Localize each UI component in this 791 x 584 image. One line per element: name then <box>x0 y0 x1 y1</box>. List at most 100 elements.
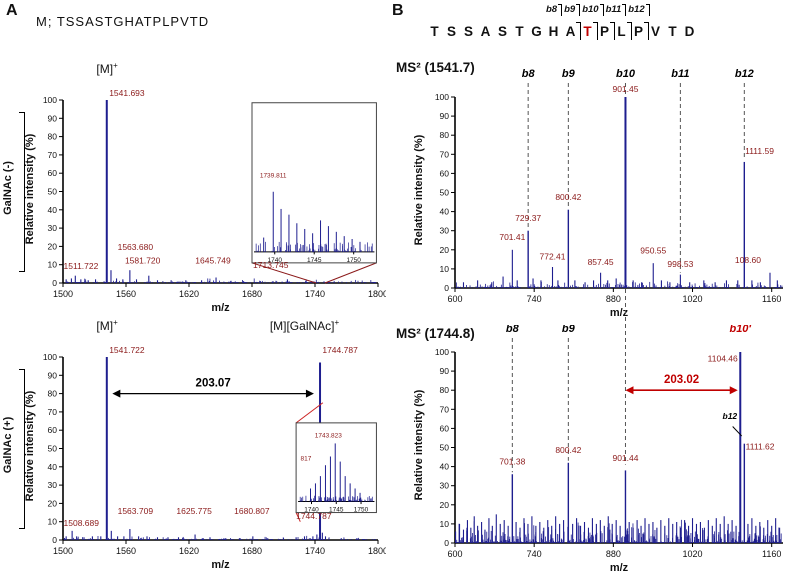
b-ion-bracket <box>622 4 627 16</box>
svg-text:60: 60 <box>440 168 450 178</box>
svg-text:90: 90 <box>48 113 58 123</box>
b-ion-label: b11 <box>605 4 622 15</box>
svg-text:10: 10 <box>440 519 450 529</box>
svg-text:40: 40 <box>48 462 58 472</box>
svg-text:10: 10 <box>48 517 58 527</box>
svg-text:80: 80 <box>48 132 58 142</box>
svg-text:100: 100 <box>43 95 57 105</box>
svg-text:20: 20 <box>440 500 450 510</box>
y-axis-label-a1: Relative intensity (%) <box>24 133 36 245</box>
b-ion-label: b10 <box>582 4 599 15</box>
svg-text:108.60: 108.60 <box>735 255 761 265</box>
svg-text:1744.787: 1744.787 <box>296 511 332 521</box>
svg-text:1750: 1750 <box>346 257 361 264</box>
svg-text:30: 30 <box>48 480 58 490</box>
svg-text:880: 880 <box>606 294 621 304</box>
svg-text:701.41: 701.41 <box>499 232 525 242</box>
svg-text:1111.59: 1111.59 <box>745 146 774 156</box>
svg-text:10: 10 <box>48 260 58 270</box>
svg-text:b11: b11 <box>671 68 689 80</box>
sequence-residue: T <box>430 24 439 39</box>
svg-text:203.07: 203.07 <box>196 378 231 390</box>
b-ion-bracket <box>558 4 563 16</box>
svg-text:20: 20 <box>48 498 58 508</box>
maldi-spectrum-galnac-plus: 0 10 20 30 40 50 60 70 80 90 100 1500 1560 1620 1680 17… <box>40 312 388 579</box>
svg-text:1581.720: 1581.720 <box>125 256 161 266</box>
b-ion-label: b12 <box>628 4 645 15</box>
svg-text:1740: 1740 <box>268 257 283 264</box>
svg-text:[M][GalNAc]+: [M][GalNAc]+ <box>270 318 340 333</box>
svg-text:60: 60 <box>48 168 58 178</box>
svg-text:90: 90 <box>440 366 450 376</box>
svg-text:0: 0 <box>52 278 57 288</box>
svg-text:30: 30 <box>440 226 450 236</box>
svg-text:100: 100 <box>435 92 449 102</box>
svg-text:70: 70 <box>440 404 450 414</box>
fragmentation-bracket <box>593 22 598 40</box>
svg-text:1680: 1680 <box>242 289 262 299</box>
svg-text:1740: 1740 <box>305 289 325 299</box>
svg-text:100: 100 <box>43 352 57 362</box>
svg-text:b9: b9 <box>562 68 576 80</box>
ms2-title-1744: MS² (1744.8) <box>396 326 475 341</box>
svg-text:1740: 1740 <box>305 546 325 556</box>
svg-text:1541.693: 1541.693 <box>109 88 145 98</box>
svg-text:50: 50 <box>48 444 58 454</box>
svg-text:950.55: 950.55 <box>640 246 666 256</box>
svg-text:b12: b12 <box>735 68 754 80</box>
svg-text:1620: 1620 <box>179 289 199 299</box>
svg-text:50: 50 <box>48 187 58 197</box>
svg-text:100: 100 <box>435 347 449 357</box>
svg-text:1563.709: 1563.709 <box>118 506 154 516</box>
svg-text:10: 10 <box>440 264 450 274</box>
svg-text:998.53: 998.53 <box>667 259 693 269</box>
sequence-residue: G <box>531 24 542 39</box>
svg-text:50: 50 <box>440 188 450 198</box>
sequence-residue: P <box>599 24 609 39</box>
b-ion-label: b8 <box>546 4 558 15</box>
svg-text:1620: 1620 <box>179 546 199 556</box>
svg-text:1563.680: 1563.680 <box>118 242 154 252</box>
sequence-residue: T <box>668 24 677 39</box>
sequence-residue: L <box>617 24 626 39</box>
panel-a-label: A <box>6 2 18 19</box>
svg-text:880: 880 <box>606 549 621 559</box>
svg-text:1508.689: 1508.689 <box>64 518 100 528</box>
svg-text:1500: 1500 <box>53 289 73 299</box>
svg-text:60: 60 <box>440 423 450 433</box>
galnac-minus-bracket <box>19 112 25 272</box>
svg-text:50: 50 <box>440 443 450 453</box>
sequence-residue: A <box>480 24 491 39</box>
svg-text:20: 20 <box>48 241 58 251</box>
galnac-plus-label: GalNAc (+) <box>2 416 14 474</box>
svg-text:1104.46: 1104.46 <box>708 353 738 363</box>
svg-text:1680.807: 1680.807 <box>234 506 270 516</box>
svg-text:1500: 1500 <box>53 546 73 556</box>
svg-text:m/z: m/z <box>211 302 230 314</box>
galnac-minus-label: GalNAc (-) <box>2 161 14 215</box>
svg-text:b10′: b10′ <box>729 325 752 335</box>
b-ion-bracket <box>576 4 581 16</box>
fragmentation-bracket <box>610 22 615 40</box>
svg-text:740: 740 <box>527 549 542 559</box>
svg-text:1625.775: 1625.775 <box>176 506 212 516</box>
svg-text:0: 0 <box>52 535 57 545</box>
svg-text:1160: 1160 <box>762 294 781 304</box>
svg-text:857.45: 857.45 <box>588 257 614 267</box>
svg-text:b10: b10 <box>616 68 636 80</box>
svg-text:203.02: 203.02 <box>664 374 699 386</box>
svg-text:1750: 1750 <box>354 507 369 514</box>
fragmentation-bracket <box>576 22 581 40</box>
galnac-plus-bracket <box>19 369 25 529</box>
svg-text:80: 80 <box>48 389 58 399</box>
svg-text:40: 40 <box>440 207 450 217</box>
y-axis-label-a2: Relative intensity (%) <box>24 390 36 502</box>
b-ion-label-row: b8 b9 b10 b11 b12 <box>544 4 650 16</box>
svg-text:20: 20 <box>440 245 450 255</box>
svg-text:1739.811: 1739.811 <box>260 172 287 179</box>
ms2-title-1541: MS² (1541.7) <box>396 60 475 75</box>
svg-text:0: 0 <box>444 538 449 548</box>
svg-text:1560: 1560 <box>116 546 136 556</box>
svg-text:40: 40 <box>48 205 58 215</box>
